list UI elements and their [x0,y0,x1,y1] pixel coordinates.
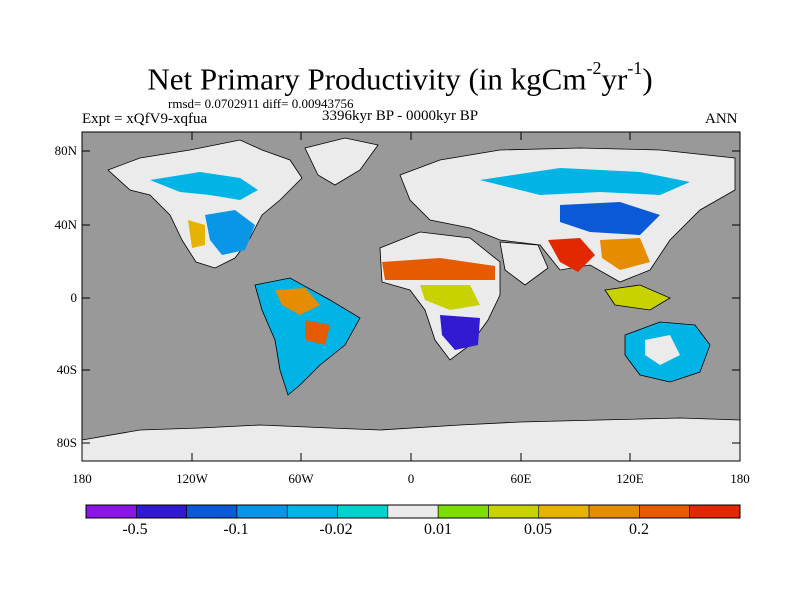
brazil-red [305,320,330,345]
india-red [548,238,595,272]
southern-africa-blue [440,315,480,350]
central-asia-blue [560,202,660,235]
period-label: 3396kyr BP - 0000kyr BP [322,108,479,124]
colorbar-label: -0.02 [319,521,353,538]
colorbar-swatch [387,504,439,519]
us-gold-zone [188,220,205,248]
lon-tick-label: 180 [730,471,750,486]
title-superscript-1: -2 [586,58,602,78]
lat-tick-label: 0 [70,290,78,305]
colorbar-frame [85,504,741,519]
colorbar-swatch [639,504,690,519]
colorbar-label: 0.05 [524,521,552,538]
colorbar-swatch [286,504,338,519]
lon-tick-label: 120W [176,471,208,486]
colorbar-swatch [588,504,640,519]
maritime-asia [604,284,671,311]
colorbar-swatch [538,504,590,519]
title-suffix: ) [642,61,653,97]
land-field [81,137,741,462]
colorbar-swatch [186,504,238,519]
colorbar-swatch [85,504,137,519]
title-middle: yr [601,61,628,97]
colorbar-swatch [136,504,187,519]
lon-tick-label: 120E [616,471,644,486]
australia-interior [645,335,680,365]
colorbar-label: 0.2 [629,521,649,538]
colorbar-swatch [689,504,741,519]
colorbar-label: 0.01 [424,521,452,538]
stats-line: rmsd= 0.0702911 diff= 0.00943756 [168,96,354,111]
colorbar-label: -0.1 [223,521,249,538]
lon-tick-label: 60E [510,471,532,486]
lat-tick-label: 80N [54,143,77,158]
lat-tick-label: 80S [56,435,77,450]
axis-ticks [81,132,741,461]
east-asia-orange [600,238,650,270]
greenland [304,137,379,186]
amazon-orange [275,288,320,315]
lon-tick-label: 0 [407,471,415,486]
lon-tick-label: 180 [72,471,92,486]
lat-tick-label: 40S [56,362,77,377]
siberia-blue [480,168,690,195]
map-title: Net Primary Productivity (in kgCm-2yr-1) [0,52,800,99]
colorbar-swatch [236,504,288,519]
arabia [499,241,549,286]
colorbar-swatch [337,504,389,519]
sahel-band [382,258,495,280]
colorbar-swatch [437,504,489,519]
title-superscript-2: -1 [627,58,643,78]
experiment-label: Expt = xQfV9-xqfua [82,111,208,127]
lon-tick-label: 60W [288,471,314,486]
canada-green-zone [150,172,258,200]
colorbar-label: -0.5 [122,521,148,538]
title-prefix: Net Primary Productivity (in kgCm [147,61,587,97]
north-america [107,139,303,269]
colorbar-swatches [85,504,741,519]
season-label: ANN [705,111,738,127]
lat-tick-label: 40N [54,217,77,232]
us-blue-zone [205,210,255,255]
central-africa-green [420,285,480,310]
colorbar-swatch [488,504,540,519]
